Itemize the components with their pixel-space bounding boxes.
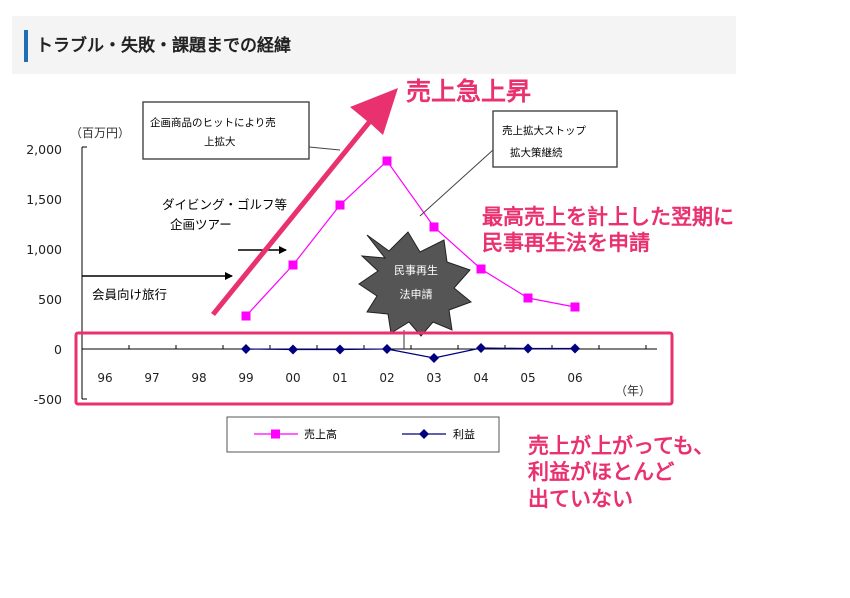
x-tick-label: 00 <box>285 371 300 385</box>
y-tick-label: 1,000 <box>26 242 62 257</box>
callout-hit-line2: 上拡大 <box>204 135 236 148</box>
callout-stop-line2: 拡大策継続 <box>510 146 563 159</box>
sales-data-point <box>336 201 345 210</box>
profit-data-point <box>570 344 580 354</box>
callout-diving-line2: 企画ツアー <box>170 217 232 232</box>
x-tick-label: 98 <box>191 371 206 385</box>
profit-data-point <box>288 345 298 355</box>
y-tick-label: 500 <box>38 292 62 307</box>
profit-highlight-box <box>76 333 672 404</box>
callout-hit-leader <box>309 147 340 150</box>
callout-diving-line1: ダイビング・ゴルフ等 <box>162 197 287 212</box>
profit-data-point <box>429 353 439 363</box>
x-tick-label: 02 <box>379 371 394 385</box>
burst-line1: 民事再生 <box>394 263 438 277</box>
x-tick-label: 99 <box>238 371 253 385</box>
x-tick-label: 01 <box>332 371 347 385</box>
x-tick-label: 05 <box>520 371 535 385</box>
annotation-filed: 最高売上を計上した翌期に 民事再生法を申請 <box>482 204 734 257</box>
sales-data-point <box>571 303 580 312</box>
x-tick-label: 06 <box>567 371 582 385</box>
callout-hit-line1: 企画商品のヒットにより売 <box>150 116 276 129</box>
sales-data-point <box>524 294 533 303</box>
x-tick-label: 04 <box>473 371 488 385</box>
x-tick-label: 97 <box>144 371 159 385</box>
legend-label-profit: 利益 <box>453 427 475 441</box>
x-tick-label: 96 <box>97 371 112 385</box>
profit-data-point <box>382 344 392 354</box>
profit-data-point <box>335 345 345 355</box>
annotation-surge: 売上急上昇 <box>406 76 531 107</box>
burst-shape <box>359 232 471 336</box>
y-tick-label: 2,000 <box>26 142 62 157</box>
callout-member-label: 会員向け旅行 <box>92 287 167 302</box>
legend-label-sales: 売上高 <box>304 427 337 441</box>
sales-data-point <box>383 157 392 166</box>
y-tick-label: 1,500 <box>26 192 62 207</box>
legend-marker-sales <box>271 430 280 439</box>
sales-data-point <box>289 261 298 270</box>
profit-data-point <box>241 344 251 354</box>
x-tick-label: 03 <box>426 371 441 385</box>
callout-stop-line1: 売上拡大ストップ <box>502 124 586 137</box>
y-tick-label: 0 <box>54 342 62 357</box>
y-unit-label: （百万円） <box>70 126 130 140</box>
profit-data-point <box>523 344 533 354</box>
burst-line2: 法申請 <box>400 287 433 301</box>
callout-hit-box <box>143 102 309 159</box>
sales-data-point <box>477 265 486 274</box>
sales-data-point <box>430 223 439 232</box>
sales-data-point <box>242 312 251 321</box>
annotation-no-profit: 売上が上がっても、 利益がほとんど 出ていない <box>528 433 714 512</box>
profit-data-point <box>476 343 486 353</box>
x-unit-label: （年） <box>615 384 651 398</box>
y-tick-label: -500 <box>34 392 62 407</box>
